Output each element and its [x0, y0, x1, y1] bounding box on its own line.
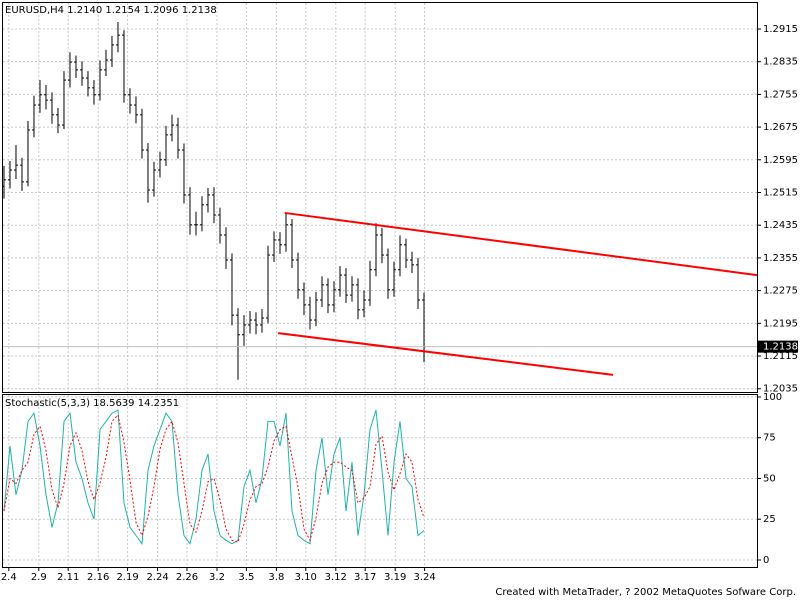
footer: Created with MetaTrader, ? 2002 MetaQuot…: [495, 587, 796, 598]
x-tick-label: 2.4: [1, 572, 17, 583]
grid-layer: [3, 3, 757, 567]
indicator-title: Stochastic(5,3,3) 18.5639 14.2351: [5, 398, 179, 409]
y-tick-label: 1.2115: [763, 351, 798, 362]
main-panel: [2, 2, 758, 393]
y-tick-label: 1.2195: [763, 318, 798, 329]
y-tick-label: 1.2275: [763, 286, 798, 297]
x-tick-label: 3.2: [209, 572, 225, 583]
x-tick-label: 3.17: [354, 572, 376, 583]
x-tick-label: 2.16: [87, 572, 109, 583]
x-tick-label: 2.9: [31, 572, 47, 583]
y-tick-label: 75: [763, 433, 776, 444]
chart-title: EURUSD,H4 1.2140 1.2154 1.2096 1.2138: [5, 5, 217, 16]
y-tick-label: 1.2515: [763, 188, 798, 199]
indicator-line: [3, 409, 425, 546]
trendline: [278, 332, 614, 376]
y-tick-label: 0: [763, 555, 769, 566]
y-tick-label: 1.2355: [763, 253, 798, 264]
x-tick-label: 3.19: [384, 572, 406, 583]
indicator-line: [3, 413, 425, 543]
y-tick-label: 1.2835: [763, 57, 798, 68]
last-price-label: 1.2138: [763, 342, 798, 353]
y-tick-label: 1.2435: [763, 220, 798, 231]
x-tick-label: 3.5: [238, 572, 254, 583]
x-tick-label: 3.12: [325, 572, 347, 583]
y-tick-label: 25: [763, 514, 776, 525]
x-tick-label: 2.26: [176, 572, 198, 583]
y-tick-label: 50: [763, 473, 776, 484]
y-tick-label: 1.2595: [763, 155, 798, 166]
stoch-panel: [2, 394, 758, 568]
y-tick-label: 1.2915: [763, 24, 798, 35]
last-price-box: [758, 340, 798, 353]
x-tick-label: 3.10: [295, 572, 317, 583]
x-tick-label: 2.11: [57, 572, 79, 583]
trendline: [284, 211, 758, 277]
x-tick-label: 2.19: [116, 572, 138, 583]
y-tick-label: 1.2755: [763, 89, 798, 100]
y-tick-label: 1.2035: [763, 384, 798, 395]
y-tick-label: 100: [763, 392, 782, 403]
x-tick-label: 3.8: [268, 572, 284, 583]
y-tick-label: 1.2675: [763, 122, 798, 133]
x-tick-label: 2.24: [146, 572, 168, 583]
x-tick-label: 3.24: [413, 572, 435, 583]
